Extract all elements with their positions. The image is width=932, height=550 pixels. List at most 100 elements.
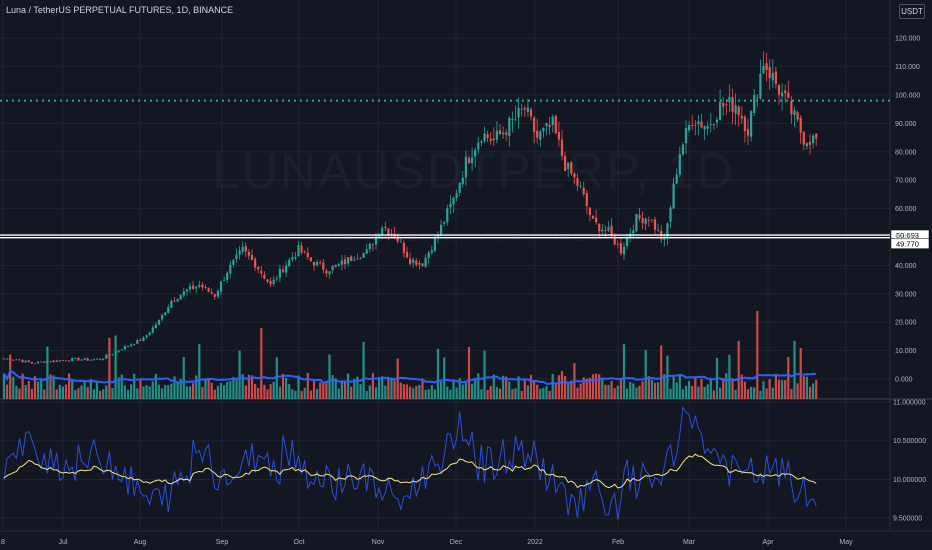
volume-bar (554, 383, 557, 399)
volume-bar (591, 374, 595, 399)
candle-body (18, 359, 21, 361)
candle-body (325, 270, 328, 274)
volume-bar (390, 377, 393, 399)
candle-body (802, 132, 805, 145)
volume-bar (567, 383, 570, 399)
volume-bar (365, 390, 368, 399)
volume-bar (508, 381, 511, 399)
volume-bar (793, 340, 796, 399)
candle-body (195, 286, 198, 289)
volume-bar (244, 385, 247, 399)
volume-bar (498, 388, 502, 399)
candle-body (337, 264, 340, 266)
time-tick-label: Oct (294, 539, 305, 546)
volume-bar (27, 380, 30, 399)
volume-bar (790, 388, 793, 399)
volume-bar (319, 382, 322, 399)
volume-bar (626, 388, 629, 399)
volume-bar (607, 384, 610, 399)
candle-body (204, 287, 207, 288)
candle-body (173, 300, 176, 302)
volume-bar (247, 374, 250, 399)
volume-bar (288, 383, 291, 399)
volume-bar (204, 378, 207, 399)
volume-bar (700, 378, 703, 399)
price-tick-label: 80.000 (895, 149, 917, 156)
volume-bar (387, 377, 390, 399)
volume-bar (734, 389, 737, 399)
volume-bar (582, 377, 585, 399)
candle-body (551, 116, 554, 125)
volume-bar (464, 380, 467, 399)
volume-bar (520, 390, 523, 399)
candle-body (486, 134, 489, 139)
candle-body (495, 130, 498, 140)
volume-bar (511, 389, 514, 399)
volume-bar (635, 387, 638, 399)
volume-bar (526, 385, 529, 399)
volume-bar (37, 381, 40, 399)
volume-bar (483, 350, 486, 399)
volume-bar (409, 386, 412, 399)
volume-bar (505, 376, 508, 399)
candle-body (570, 162, 573, 174)
candle-body (598, 223, 601, 232)
candle-body (508, 118, 511, 136)
candle-body (2, 358, 6, 360)
candle-body (334, 264, 337, 267)
candle-body (436, 234, 440, 239)
candle-body (666, 223, 669, 239)
candle-body (170, 300, 173, 308)
candle-body (27, 360, 30, 363)
candle-body (117, 350, 120, 352)
volume-bar (412, 388, 415, 399)
volume-bar (781, 380, 784, 399)
volume-bar (337, 388, 340, 399)
volume-bar (176, 381, 179, 399)
time-tick-label: Apr (763, 539, 775, 546)
candle-body (86, 358, 89, 361)
volume-bar (418, 384, 421, 399)
volume-bar (95, 382, 99, 399)
candle-body (746, 128, 750, 136)
candle-body (443, 222, 446, 224)
candle-body (331, 265, 334, 271)
volume-bar (201, 386, 204, 399)
candle-body (502, 132, 505, 135)
currency-button[interactable]: USDT (899, 4, 925, 19)
volume-bar (812, 383, 815, 399)
time-tick-label: May (839, 539, 853, 546)
candle-body (185, 289, 188, 292)
volume-bar (399, 382, 402, 399)
volume-bar (768, 379, 771, 399)
volume-bar (64, 384, 68, 399)
volume-bar (616, 385, 619, 399)
candle-body (787, 92, 790, 98)
volume-bar (588, 377, 591, 399)
candle-body (80, 359, 83, 361)
price-tick-label: 60.000 (895, 206, 917, 213)
chart-title[interactable]: Luna / TetherUS PERPETUAL FUTURES, 1D, B… (6, 5, 234, 15)
volume-bar (740, 374, 743, 399)
time-tick-label: Mar (683, 539, 696, 546)
volume-bar (207, 377, 210, 399)
time-tick-label: Nov (372, 539, 385, 546)
candle-body (359, 258, 362, 259)
volume-bar (378, 378, 381, 399)
volume-bar (489, 385, 492, 399)
candle-body (92, 359, 95, 361)
volume-bar (21, 373, 24, 399)
osc-tick-label: 10.500000 (893, 438, 926, 445)
candle-body (207, 287, 210, 292)
volume-bar (663, 374, 666, 399)
volume-bar (123, 385, 126, 399)
candle-body (492, 138, 495, 141)
volume-bar (92, 389, 95, 399)
volume-bar (486, 389, 489, 399)
volume-bar (706, 384, 709, 399)
volume-bar (306, 373, 309, 399)
volume-bar (381, 376, 384, 399)
candle-body (285, 265, 288, 273)
candle-body (378, 235, 381, 237)
